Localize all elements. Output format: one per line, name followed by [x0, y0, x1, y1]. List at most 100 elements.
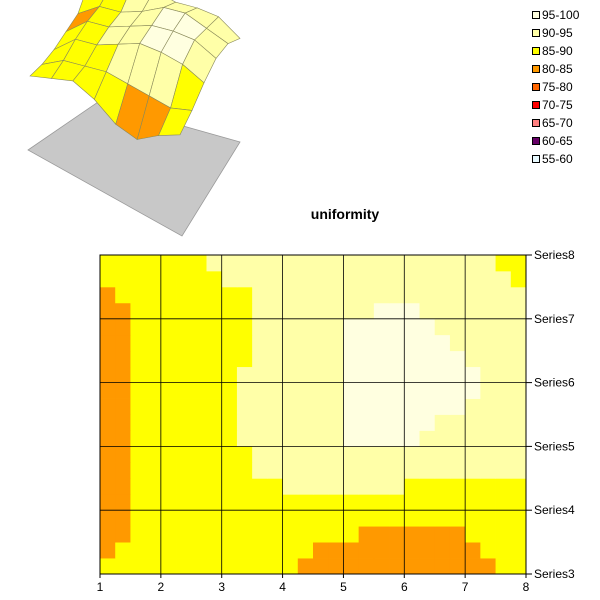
contour-cell — [358, 398, 375, 415]
contour-cell — [191, 542, 207, 559]
contour-cell — [404, 446, 420, 463]
contour-cell — [206, 414, 223, 431]
contour-cell — [495, 255, 512, 272]
contour-cell — [449, 398, 466, 415]
contour-cell — [495, 510, 512, 527]
contour-cell — [160, 510, 177, 527]
contour-cell — [510, 430, 527, 447]
contour-cell — [236, 366, 253, 383]
contour-cell — [206, 350, 223, 368]
contour-cell — [100, 414, 116, 431]
contour-cell — [252, 558, 268, 575]
contour-cell — [252, 382, 268, 399]
contour-chart: 1 2 3 4 5 6 7 8 Series3 Series4 Series5 Series6 Seri… — [97, 248, 575, 594]
contour-cell — [495, 350, 512, 368]
contour-cell — [404, 350, 420, 368]
contour-cell — [465, 494, 481, 511]
contour-cell — [282, 382, 299, 399]
contour-cell — [358, 382, 375, 399]
contour-cell — [267, 255, 283, 272]
contour-cell — [434, 382, 451, 399]
contour-cell — [176, 494, 192, 511]
contour-cell — [495, 334, 512, 352]
legend-item: 85-90 — [528, 42, 598, 60]
contour-cell — [389, 350, 405, 368]
contour-cell — [100, 382, 116, 399]
contour-cell — [343, 302, 360, 320]
contour-cell — [328, 414, 344, 431]
contour-cell — [373, 430, 390, 447]
contour-cell — [267, 302, 283, 320]
legend-item: 70-75 — [528, 96, 598, 114]
contour-cell — [176, 414, 192, 431]
contour-cell — [389, 558, 405, 575]
contour-cell — [419, 494, 436, 511]
contour-cell — [404, 478, 420, 495]
contour-cell — [313, 366, 329, 383]
contour-cell — [404, 430, 420, 447]
contour-cell — [206, 270, 223, 288]
contour-cell — [495, 446, 512, 463]
contour-cell — [373, 334, 390, 352]
contour-cell — [252, 526, 268, 543]
contour-cell — [160, 270, 177, 288]
contour-cell — [236, 510, 253, 527]
contour-cell — [373, 494, 390, 511]
contour-cell — [404, 414, 420, 431]
contour-cell — [130, 350, 147, 368]
contour-cell — [419, 446, 436, 463]
contour-cell — [115, 366, 131, 383]
contour-cell — [191, 462, 207, 479]
contour-cell — [510, 510, 527, 527]
contour-cell — [480, 302, 496, 320]
contour-cell — [495, 270, 512, 288]
contour-cell — [176, 334, 192, 352]
contour-cell — [480, 270, 496, 288]
contour-cell — [313, 286, 329, 304]
contour-cell — [373, 414, 390, 431]
contour-cell — [130, 286, 147, 304]
contour-cell — [145, 350, 162, 368]
contour-cell — [343, 270, 360, 288]
contour-cell — [206, 366, 223, 383]
contour-cell — [267, 414, 283, 431]
contour-cell — [115, 462, 131, 479]
legend-swatch — [532, 155, 540, 163]
contour-cell — [160, 334, 177, 352]
contour-cell — [449, 542, 466, 559]
contour-cell — [267, 446, 283, 463]
contour-cell — [160, 350, 177, 368]
contour-cell — [221, 510, 238, 527]
contour-cell — [510, 478, 527, 495]
contour-cell — [160, 286, 177, 304]
contour-cell — [404, 494, 420, 511]
contour-cell — [510, 414, 527, 431]
contour-cell — [297, 414, 314, 431]
legend-swatch — [532, 65, 540, 73]
contour-cell — [480, 334, 496, 352]
contour-cell — [434, 286, 451, 304]
contour-cell — [480, 318, 496, 336]
contour-cell — [313, 430, 329, 447]
contour-cell — [297, 558, 314, 575]
legend-label: 95-100 — [542, 8, 580, 22]
contour-cell — [236, 430, 253, 447]
contour-cell — [449, 302, 466, 320]
contour-cell — [130, 462, 147, 479]
contour-cell — [358, 318, 375, 336]
contour-cell — [358, 542, 375, 559]
contour-cell — [358, 446, 375, 463]
x-tick-label: 7 — [462, 580, 469, 594]
contour-cell — [328, 526, 344, 543]
contour-cell — [160, 414, 177, 431]
contour-cell — [373, 270, 390, 288]
contour-cell — [130, 526, 147, 543]
contour-cell — [465, 414, 481, 431]
contour-cell — [282, 334, 299, 352]
contour-cell — [373, 398, 390, 415]
contour-cell — [160, 302, 177, 320]
contour-cell — [100, 494, 116, 511]
contour-cell — [297, 334, 314, 352]
contour-cell — [465, 270, 481, 288]
contour-cell — [267, 382, 283, 399]
